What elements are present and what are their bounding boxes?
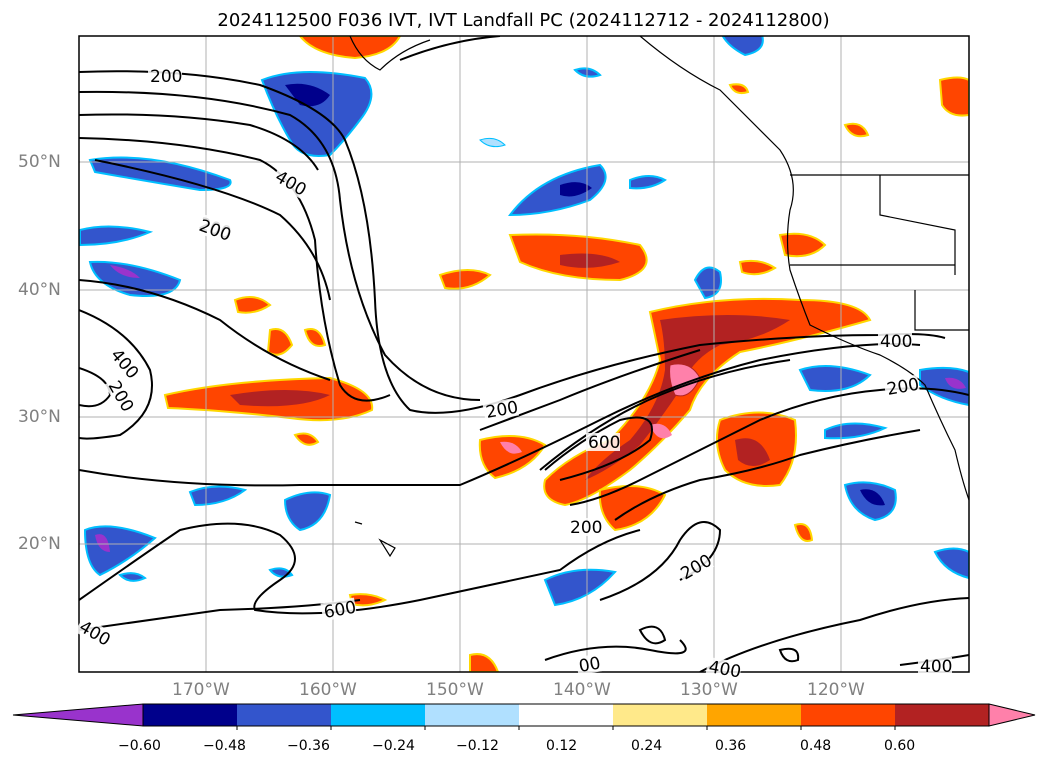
contour-label-background <box>195 215 234 244</box>
contour-label-background <box>675 551 715 584</box>
contour-label-background <box>104 375 137 415</box>
colorbar-tick-label: 0.12 <box>546 738 578 754</box>
contour-label-background <box>74 616 114 649</box>
contour-label: 400 <box>707 657 742 682</box>
lon-label-140w: 140°W <box>553 680 611 700</box>
contour-label-background <box>320 597 358 622</box>
contour-label-background <box>878 332 912 350</box>
lat-label-40n: 40°N <box>18 280 61 300</box>
contour-label: 400 <box>880 332 912 352</box>
colorbar-tick-label: 0.60 <box>884 738 916 754</box>
map-background <box>79 36 969 672</box>
colorbar-segment <box>895 704 990 726</box>
negative-ivt-regions <box>79 36 969 607</box>
contour-label-background <box>918 657 952 675</box>
colorbar-segment <box>707 704 802 726</box>
colorbar-tick-label: 0.48 <box>800 738 832 754</box>
colorbar-tick-label: −0.24 <box>372 738 415 754</box>
colorbar-tick-label: 0.24 <box>631 738 663 754</box>
colorbar-segment <box>613 704 708 726</box>
contour-label-background <box>575 653 603 676</box>
contour-label-background <box>705 656 743 681</box>
contour-label-background <box>482 397 520 422</box>
colorbar-frame <box>142 703 990 727</box>
contour-label-background <box>883 374 921 399</box>
colorbar-segment <box>801 704 896 726</box>
coastlines <box>349 36 969 558</box>
colorbar-tick-label: −0.48 <box>203 738 246 754</box>
ivt-contours <box>79 36 969 672</box>
colorbar-tick-label: 0.36 <box>715 738 747 754</box>
colorbar-tick-label: −0.60 <box>118 738 161 754</box>
contour-label-background <box>270 166 310 199</box>
lat-label-50n: 50°N <box>18 152 61 172</box>
colorbar-segment <box>237 704 332 726</box>
contour-label-group: 2002004002004006002006002002004002004004… <box>74 67 952 683</box>
contour-label-background <box>106 343 143 382</box>
graticule <box>79 36 969 672</box>
contour-label-background <box>586 433 620 451</box>
colorbar-tick-label: −0.36 <box>287 738 330 754</box>
contour-label: 00 <box>577 653 602 676</box>
lon-label-130w: 130°W <box>680 680 738 700</box>
colorbar-extend-max <box>988 703 1036 727</box>
contour-label: 200 <box>150 67 182 87</box>
contour-label: 400 <box>920 657 952 677</box>
lat-label-30n: 30°N <box>18 407 61 427</box>
lon-label-170w: 170°W <box>172 680 230 700</box>
colorbar-segment <box>425 704 520 726</box>
map-frame <box>78 35 970 673</box>
colorbar-extend-min <box>12 703 144 727</box>
colorbar-tick-label: −0.12 <box>456 738 499 754</box>
lon-label-150w: 150°W <box>426 680 484 700</box>
map-title: 2024112500 F036 IVT, IVT Landfall PC (20… <box>217 10 830 31</box>
lon-label-120w: 120°W <box>807 680 865 700</box>
colorbar-segment <box>143 704 238 726</box>
lat-label-20n: 20°N <box>18 534 61 554</box>
colorbar-segment <box>519 704 614 726</box>
contour-label-background <box>568 518 602 536</box>
lon-label-160w: 160°W <box>299 680 357 700</box>
colorbar-segment <box>331 704 426 726</box>
colorbar <box>12 703 1036 730</box>
contour-label: 600 <box>588 433 620 453</box>
positive-ivt-regions <box>163 36 969 672</box>
contour-label-background <box>148 67 182 85</box>
contour-label: 200 <box>570 518 602 538</box>
